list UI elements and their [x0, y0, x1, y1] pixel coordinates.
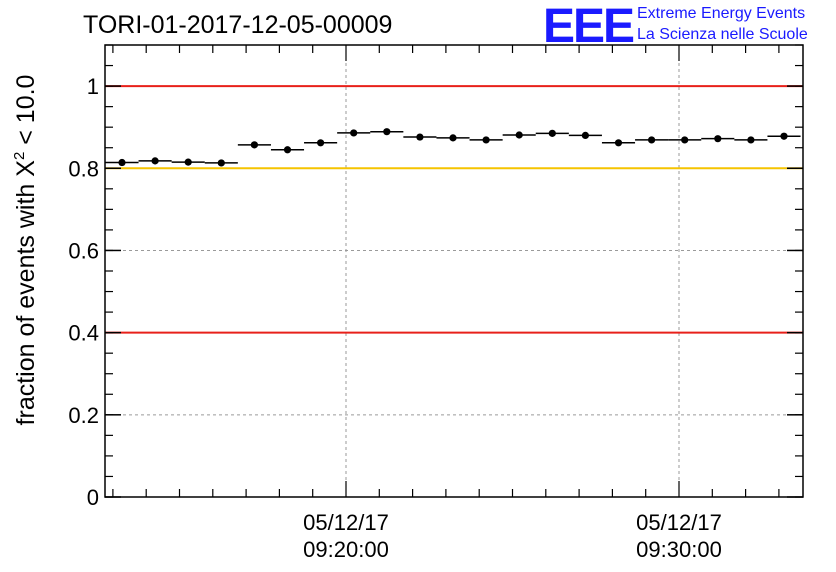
plot-frame: [104, 44, 804, 498]
axes: [104, 44, 804, 498]
eee-logo: EEE Extreme Energy Events La Scienza nel…: [543, 0, 808, 53]
data-point: [337, 129, 371, 137]
point-marker: [416, 133, 424, 141]
data-point: [601, 139, 636, 147]
point-marker: [747, 136, 755, 144]
point-marker: [681, 136, 689, 144]
reference-lines: [105, 85, 803, 334]
point-marker: [184, 158, 192, 166]
data-point: [535, 129, 569, 137]
y-axis-label-symbol: X: [12, 160, 40, 177]
point-marker: [449, 134, 457, 142]
data-point: [734, 136, 768, 144]
data-point: [171, 158, 205, 166]
data-point: [767, 132, 801, 140]
point-marker: [250, 141, 258, 149]
data-points: [105, 128, 801, 167]
eee-logo-text: EEE: [543, 0, 634, 53]
data-point: [270, 146, 305, 154]
data-point: [436, 134, 470, 142]
point-marker: [317, 139, 325, 147]
point-marker: [151, 157, 159, 165]
data-point: [138, 157, 172, 165]
data-point: [105, 158, 139, 167]
data-point: [568, 131, 602, 139]
x-tick-label-date: 05/12/17: [636, 510, 722, 535]
y-tick-label: 0.2: [68, 403, 99, 428]
point-marker: [614, 139, 623, 147]
point-marker: [283, 146, 292, 154]
y-tick-labels: 0 0.2 0.4 0.6 0.8 1: [68, 74, 99, 510]
chart-title: TORI-01-2017-12-05-00009: [83, 11, 392, 39]
y-tick-label: 1: [87, 74, 99, 99]
y-tick-label: 0: [87, 485, 99, 510]
y-axis-label-exponent: 2: [11, 152, 28, 160]
point-marker: [714, 135, 722, 143]
data-point: [502, 131, 536, 139]
data-point: [403, 133, 437, 141]
data-point: [668, 136, 702, 144]
y-tick-label: 0.8: [68, 156, 99, 181]
eee-logo-line1: Extreme Energy Events: [637, 5, 805, 22]
point-marker: [383, 128, 391, 136]
point-marker: [217, 159, 225, 167]
point-marker: [350, 129, 358, 137]
point-marker: [581, 131, 590, 139]
data-point: [370, 128, 404, 136]
point-marker: [118, 158, 126, 167]
eee-logo-line2: La Scienza nelle Scuole: [637, 26, 808, 43]
grid-lines: [105, 45, 803, 497]
data-point: [204, 159, 238, 167]
point-marker: [482, 136, 490, 144]
data-point: [237, 141, 271, 149]
data-point: [635, 136, 669, 144]
x-tick-label-time: 09:20:00: [303, 537, 389, 562]
point-marker: [548, 129, 556, 137]
data-point: [469, 136, 503, 144]
y-tick-label: 0.4: [68, 321, 99, 346]
x-tick-label-date: 05/12/17: [303, 510, 389, 535]
data-point: [701, 135, 735, 143]
y-tick-label: 0.6: [68, 238, 99, 263]
x-tick-label-time: 09:30:00: [636, 537, 722, 562]
point-marker: [648, 136, 656, 144]
data-point: [304, 139, 338, 147]
point-marker: [780, 132, 788, 140]
point-marker: [515, 131, 523, 139]
y-axis-label-suffix: < 10.0: [12, 75, 40, 152]
y-axis-label-prefix: fraction of events with: [12, 177, 40, 426]
y-axis-label: fraction of events with X2 < 10.0: [11, 75, 40, 426]
